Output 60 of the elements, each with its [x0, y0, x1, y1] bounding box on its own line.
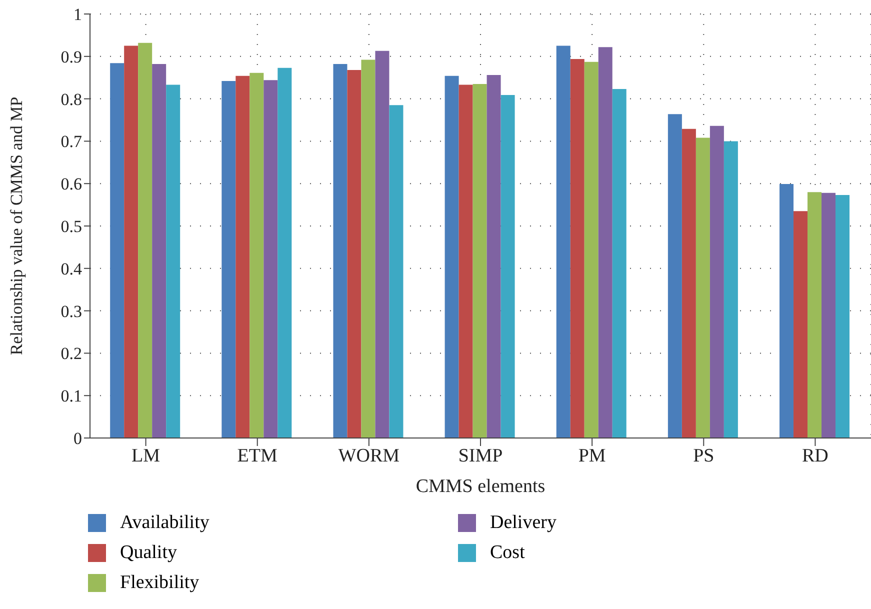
bar [472, 84, 487, 438]
bar [389, 105, 404, 438]
x-axis-title: CMMS elements [416, 476, 546, 497]
bar [598, 47, 612, 438]
bar [347, 70, 362, 438]
bar [236, 76, 250, 438]
y-tick-label: 0.3 [60, 302, 82, 321]
bar [780, 184, 794, 438]
bar [570, 58, 584, 438]
legend-label: Flexibility [120, 572, 200, 594]
x-tick-label: PM [578, 445, 606, 466]
legend-label: Delivery [490, 512, 556, 534]
x-tick-label: WORM [338, 445, 400, 466]
y-tick-label: 0 [74, 429, 82, 448]
bar [612, 89, 626, 438]
bar [444, 76, 459, 438]
bar [124, 46, 138, 438]
bar [166, 84, 180, 438]
y-axis-title: Relationship value of CMMS and MP [7, 96, 26, 356]
bar [724, 141, 738, 438]
bar [668, 114, 682, 438]
y-tick-label: 0.1 [60, 386, 82, 406]
x-tick-label: RD [802, 445, 828, 466]
bar [584, 62, 598, 438]
legend-label: Availability [120, 512, 210, 534]
bar [808, 192, 822, 438]
bar [278, 68, 292, 438]
bar [110, 63, 124, 438]
bar [458, 84, 473, 438]
y-tick-label: 1 [74, 5, 82, 24]
y-tick-label: 0.5 [60, 217, 82, 236]
bar [152, 64, 166, 438]
x-tick-label: PS [693, 445, 714, 466]
bar [682, 128, 696, 438]
bar [222, 80, 236, 438]
bar [264, 80, 278, 438]
bar [710, 126, 724, 438]
y-tick-label: 0.6 [60, 174, 82, 194]
y-tick-label: 0.4 [60, 259, 82, 278]
y-tick-label: 0.7 [60, 132, 82, 152]
bar [333, 64, 348, 438]
bar [836, 195, 850, 438]
bar [500, 94, 515, 438]
y-tick-label: 0.9 [60, 47, 82, 66]
bar [486, 75, 501, 438]
bar [556, 46, 570, 438]
bar [138, 42, 152, 438]
legend-label: Cost [490, 542, 525, 564]
bar [696, 138, 710, 438]
bar [375, 50, 390, 438]
legend-label: Quality [120, 542, 177, 564]
y-tick-label: 0.8 [60, 90, 82, 109]
x-tick-label: ETM [237, 445, 278, 466]
x-tick-label: SIMP [458, 445, 503, 466]
bar [822, 192, 836, 438]
x-tick-label: LM [132, 445, 160, 466]
bar [794, 211, 808, 438]
bar [250, 72, 264, 438]
bar [361, 60, 376, 438]
y-tick-label: 0.2 [60, 344, 82, 364]
